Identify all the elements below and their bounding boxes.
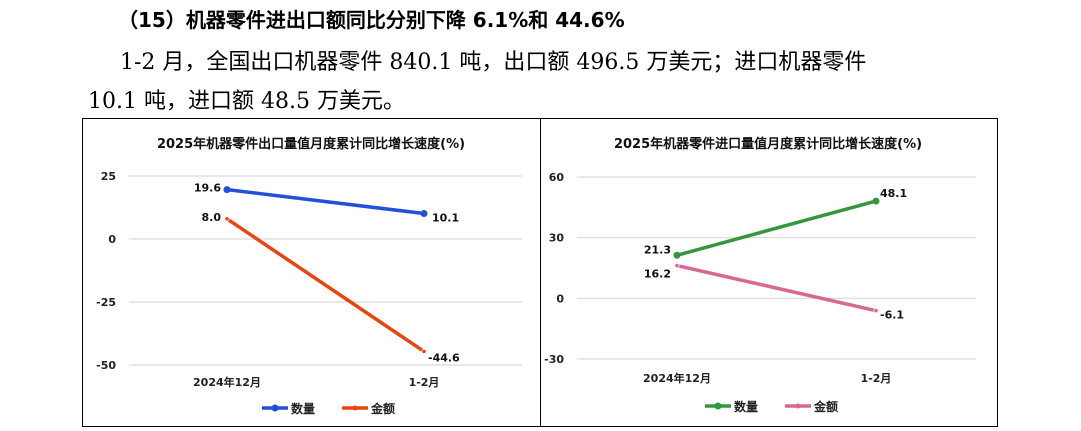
legend-label: 数量 [734,399,758,414]
x-tick-label: 2024年12月 [643,371,711,385]
y-tick-label: 60 [549,171,565,184]
y-tick-label: 30 [549,232,565,245]
series-line-数量 [675,199,878,258]
data-label: -6.1 [880,309,904,322]
data-point [223,186,231,194]
y-tick-label: -30 [544,353,564,366]
y-tick-label: 0 [108,233,116,246]
data-point [224,216,230,222]
import-chart [540,118,998,427]
legend-marker [271,404,279,412]
data-label: 21.3 [644,243,671,256]
series-line-数量 [225,187,426,216]
data-label: 8.0 [202,211,222,224]
legend-marker [795,403,801,409]
data-point [421,348,427,354]
section-heading: （15）机器零件进出口额同比分别下降 6.1%和 44.6% [118,8,625,32]
legend-label: 金额 [813,399,838,414]
legend-marker [714,402,722,410]
x-tick-label: 1-2月 [861,372,892,385]
series-line-金额 [675,263,878,313]
legend-label: 金额 [370,401,395,416]
legend-marker [352,405,358,411]
data-label: 16.2 [644,268,671,281]
data-label: -44.6 [428,351,460,364]
x-tick-label: 1-2月 [409,376,440,389]
paragraph-line-2: 10.1 吨，进口额 48.5 万美元。 [88,89,405,114]
x-tick-label: 2024年12月 [193,375,261,389]
data-point [420,210,428,218]
data-label: 48.1 [880,187,907,200]
y-tick-label: -25 [96,296,116,309]
data-point [872,197,880,205]
chart-title: 2025年机器零件出口量值月度累计同比增长速度(%) [157,136,465,152]
legend-label: 数量 [291,401,315,416]
series-line-金额 [225,217,426,354]
y-tick-label: -50 [96,359,116,372]
data-point [673,251,681,259]
data-label: 10.1 [432,212,459,225]
data-point [674,262,680,269]
data-label: 19.6 [194,182,221,195]
data-point [873,308,879,314]
y-tick-label: 25 [101,170,116,183]
y-tick-label: 0 [556,292,564,305]
paragraph-line-1: 1-2 月，全国出口机器零件 840.1 吨，出口额 496.5 万美元；进口机… [120,50,867,75]
chart-title: 2025年机器零件进口量值月度累计同比增长速度(%) [614,136,922,152]
